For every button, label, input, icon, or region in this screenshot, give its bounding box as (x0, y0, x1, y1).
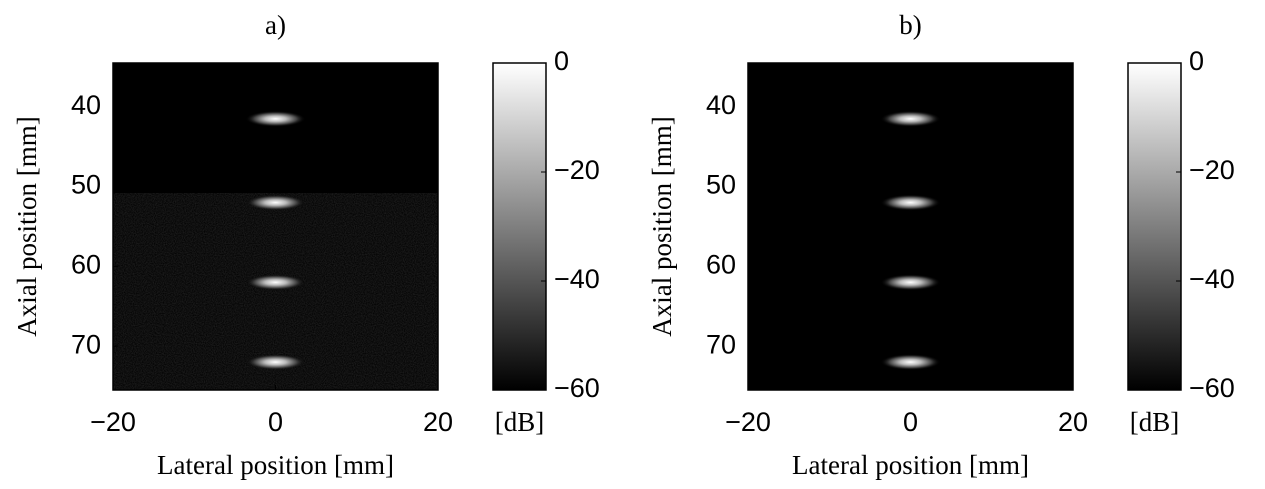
y-tick-label: 60 (706, 250, 736, 280)
panel-title: b) (899, 10, 922, 40)
scatterer (880, 354, 941, 371)
colorbar-tick-label: 0 (1189, 46, 1204, 76)
x-axis-label: Lateral position [mm] (157, 450, 394, 480)
x-tick-label: 20 (423, 407, 453, 437)
colorbar (1127, 62, 1182, 391)
colorbar-label: [dB] (495, 407, 545, 437)
x-tick-label: 0 (903, 407, 918, 437)
colorbar (492, 62, 547, 391)
x-tick-label: 0 (268, 407, 283, 437)
scatterer (245, 354, 306, 371)
colorbar-tick-label: −40 (554, 264, 600, 294)
y-tick-label: 40 (706, 90, 736, 120)
x-axis-label: Lateral position [mm] (792, 450, 1029, 480)
scatterer (880, 274, 941, 291)
scatterer (245, 110, 306, 127)
y-axis-label: Axial position [mm] (12, 116, 42, 336)
x-tick-label: −20 (90, 407, 136, 437)
x-tick-label: −20 (725, 407, 771, 437)
colorbar-label: [dB] (1130, 407, 1180, 437)
scatterer (245, 274, 306, 291)
scatterer (880, 110, 941, 127)
y-tick-label: 70 (71, 329, 101, 359)
colorbar-tick-label: −20 (554, 155, 600, 185)
y-tick-label: 50 (71, 170, 101, 200)
scatterer (245, 194, 306, 211)
x-tick-label: 20 (1058, 407, 1088, 437)
colorbar-tick-label: −60 (554, 373, 600, 403)
y-tick-label: 70 (706, 329, 736, 359)
y-tick-label: 40 (71, 90, 101, 120)
colorbar-tick-label: −40 (1189, 264, 1235, 294)
y-tick-label: 50 (706, 170, 736, 200)
colorbar-tick-label: −20 (1189, 155, 1235, 185)
scatterer (880, 194, 941, 211)
panel-title: a) (265, 10, 286, 40)
y-axis-label: Axial position [mm] (647, 116, 677, 336)
colorbar-tick-label: −60 (1189, 373, 1235, 403)
y-tick-label: 60 (71, 250, 101, 280)
colorbar-tick-label: 0 (554, 46, 569, 76)
